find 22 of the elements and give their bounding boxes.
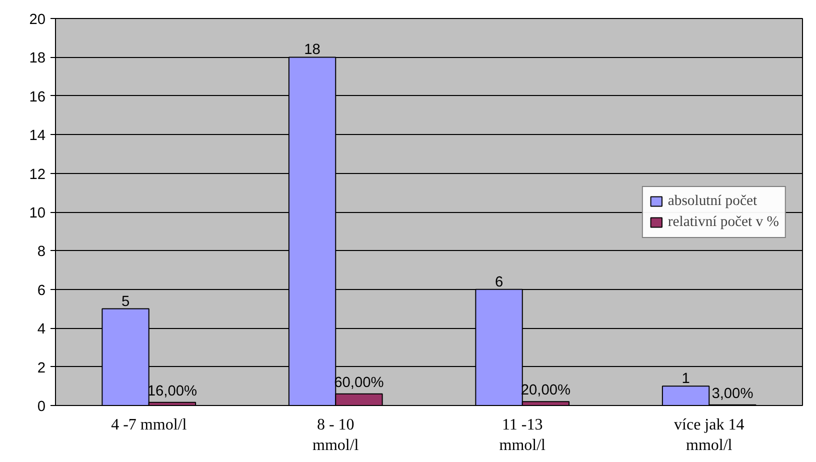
y-tick-label: 12 [29, 166, 46, 183]
data-label: 18 [304, 42, 320, 58]
legend-label: absolutní počet [668, 192, 758, 210]
x-tick-label: více jak 14 mmol/l [674, 416, 744, 454]
x-tick-label: 4 -7 mmol/l [111, 416, 188, 434]
data-label: 1 [682, 371, 690, 388]
x-tick-label: 8 - 10 mmol/l [312, 416, 360, 454]
y-tick-label: 10 [29, 206, 46, 222]
legend-label: relativní počet v % [668, 214, 779, 230]
y-tick-label: 20 [29, 12, 46, 28]
y-tick-label: 4 [37, 322, 46, 338]
data-label: 6 [494, 274, 504, 290]
data-label: 3,00% [712, 386, 754, 402]
x-tick-label: 11 -13 mmol/l [499, 416, 546, 454]
y-tick-label: 18 [29, 50, 46, 67]
y-tick-label: 0 [37, 399, 46, 415]
y-tick-label: 6 [37, 282, 46, 299]
data-label: 5 [121, 294, 130, 310]
y-tick-label: 16 [29, 89, 46, 106]
y-tick-label: 2 [37, 360, 46, 376]
y-tick-label: 14 [29, 128, 46, 144]
y-tick-label: 8 [37, 244, 46, 260]
